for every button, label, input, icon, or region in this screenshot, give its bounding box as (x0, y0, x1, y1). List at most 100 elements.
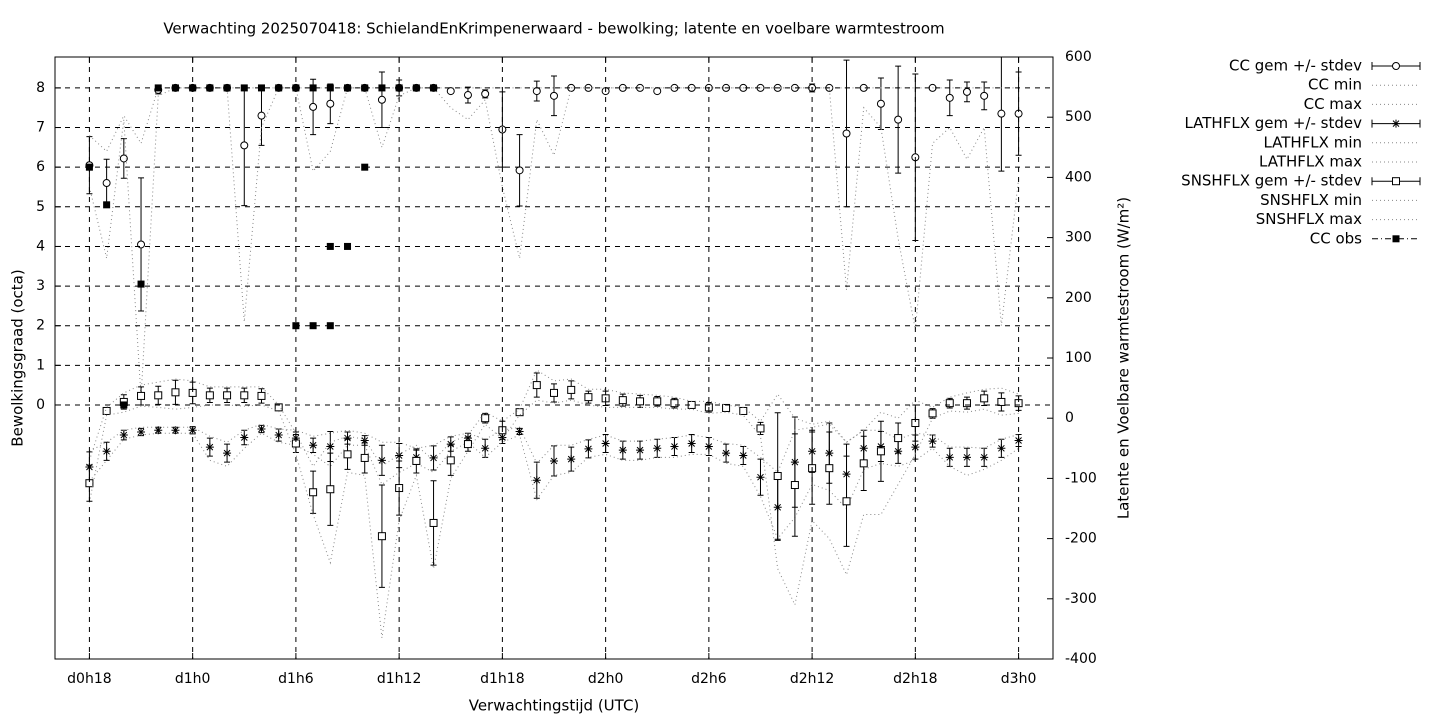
marker-star (102, 447, 111, 456)
y2-tick-label: 400 (1065, 169, 1092, 185)
marker-circle (326, 99, 335, 108)
y2-tick-label: 300 (1065, 230, 1092, 246)
marker-star (532, 476, 541, 485)
marker-square (240, 391, 249, 400)
marker-square (532, 381, 541, 390)
chart-title: Verwachting 2025070418: SchielandEnKrimp… (163, 20, 944, 38)
marker-square (412, 456, 421, 465)
y-axis-label: Bewolkingsgraad (octa) (9, 269, 27, 446)
y2-tick-label: 500 (1065, 109, 1092, 125)
x-tick-label: d2h0 (588, 671, 624, 687)
marker-star (309, 441, 318, 450)
marker-star (980, 453, 989, 462)
marker-square (257, 391, 266, 400)
legend-marker (1392, 235, 1400, 243)
marker-star (670, 442, 679, 451)
marker-square (980, 394, 989, 403)
marker-circle (446, 87, 455, 96)
marker-square (481, 414, 490, 423)
marker-circle (550, 91, 558, 100)
marker-circle (119, 154, 128, 163)
marker-square (274, 403, 283, 412)
marker-circle (842, 129, 851, 138)
marker-circle (653, 87, 662, 96)
legend-label: CC max (1304, 95, 1363, 113)
x-tick-label: d3h0 (1001, 671, 1037, 687)
marker-star (377, 456, 386, 465)
marker-star (567, 455, 576, 464)
marker-square (446, 456, 455, 465)
marker-square (223, 391, 232, 400)
marker-star (584, 444, 593, 453)
marker-filled-square (326, 242, 334, 250)
marker-filled-square (120, 401, 128, 409)
marker-star (154, 426, 163, 435)
y-tick-label: 7 (36, 120, 45, 136)
marker-square (997, 397, 1006, 406)
marker-star (618, 446, 627, 455)
marker-circle (876, 99, 885, 108)
marker-star (395, 451, 404, 460)
marker-square (515, 408, 524, 417)
y-tick-label: 8 (36, 80, 45, 96)
marker-square (825, 464, 834, 473)
marker-square (463, 440, 472, 449)
range-line (88, 399, 1019, 639)
legend-label: CC obs (1310, 229, 1362, 247)
marker-filled-square (326, 84, 334, 92)
marker-star (997, 444, 1006, 453)
y-tick-label: 5 (36, 199, 45, 215)
marker-square (102, 406, 111, 415)
legend-marker (1392, 119, 1400, 128)
marker-star (756, 473, 765, 482)
marker-square (962, 399, 971, 408)
x-tick-label: d2h6 (691, 671, 727, 687)
marker-square (360, 453, 369, 462)
marker-circle (257, 111, 266, 120)
marker-square (567, 385, 576, 394)
marker-star (687, 439, 696, 448)
marker-square (171, 388, 180, 397)
legend-label: LATHFLX max (1259, 153, 1362, 171)
x-tick-label: d2h18 (893, 671, 937, 687)
range-line (88, 87, 1020, 398)
marker-square (773, 471, 782, 480)
marker-filled-square (361, 84, 369, 92)
x-tick-label: d0h18 (67, 671, 111, 687)
y-tick-label: 3 (36, 278, 45, 294)
marker-square (584, 393, 593, 402)
marker-filled-square (240, 84, 248, 92)
marker-circle (481, 89, 490, 98)
marker-star (945, 453, 954, 462)
y2-tick-label: -300 (1065, 591, 1097, 607)
marker-square (876, 447, 885, 456)
marker-filled-square (309, 322, 317, 330)
marker-square (670, 399, 679, 408)
marker-star (704, 442, 713, 451)
marker-circle (962, 87, 971, 96)
marker-circle (463, 91, 472, 100)
range-line (88, 369, 1019, 468)
marker-circle (515, 166, 524, 175)
marker-star (653, 444, 662, 453)
marker-filled-square (361, 163, 369, 171)
legend-label: SNSHFLX gem +/- stdev (1181, 172, 1362, 190)
marker-square (790, 481, 799, 490)
marker-square (636, 397, 645, 406)
marker-star (550, 456, 558, 465)
marker-square (722, 403, 731, 412)
marker-circle (377, 95, 386, 104)
marker-star (205, 443, 214, 452)
marker-circle (894, 115, 903, 124)
x-tick-label: d1h12 (377, 671, 421, 687)
marker-star (240, 433, 249, 442)
y2-tick-label: 100 (1065, 350, 1092, 366)
legend-marker (1392, 62, 1400, 70)
x-tick-label: d1h18 (480, 671, 524, 687)
marker-square (205, 391, 214, 400)
marker-star (326, 442, 335, 451)
x-tick-label: d1h6 (278, 671, 314, 687)
marker-circle (309, 102, 318, 111)
y2-tick-label: 600 (1065, 49, 1092, 65)
